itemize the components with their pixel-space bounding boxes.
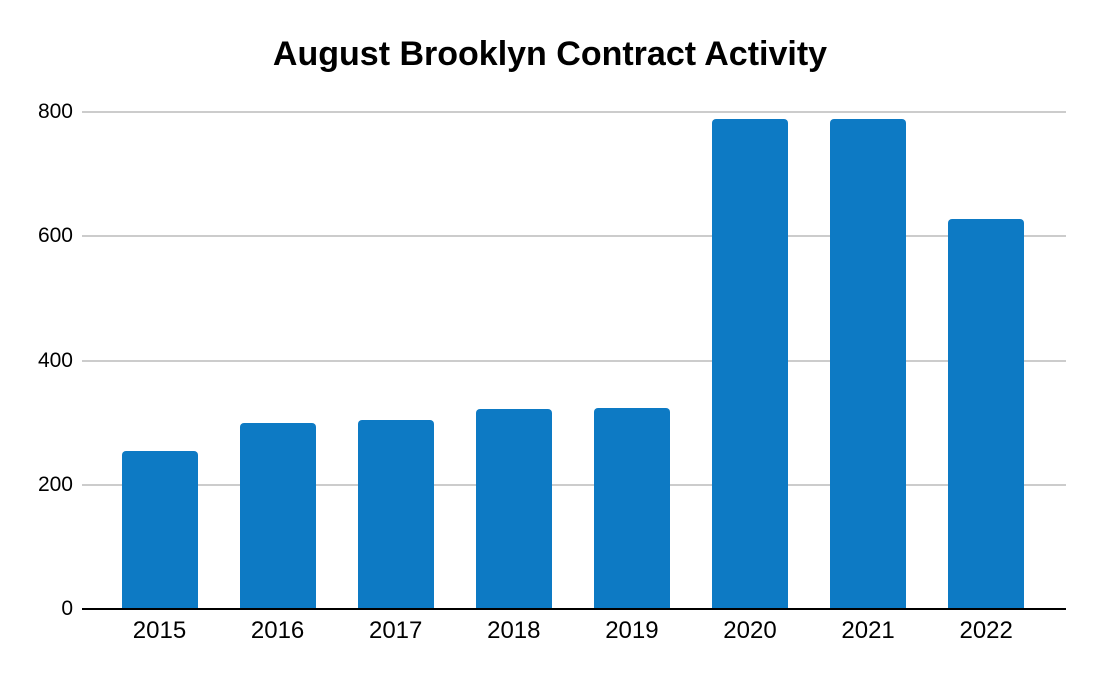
bar-2019 [593,408,670,609]
bar-2022 [948,219,1025,609]
x-axis-line [82,608,1066,610]
x-axis-label: 2016 [250,617,305,644]
plot-area [82,111,1066,610]
y-axis-tick-label: 800 [37,100,73,123]
y-axis-tick-label: 0 [61,597,73,620]
bar-2017 [357,419,434,609]
y-axis-tick-label: 600 [37,224,73,248]
gridline [82,359,1066,362]
gridline [82,111,1066,113]
bar-2020 [712,119,788,609]
bar-2018 [475,408,552,609]
x-axis-label: 2017 [368,617,423,644]
bar-2015 [121,450,198,609]
x-axis-label: 2018 [487,617,541,644]
gridline [82,235,1066,238]
bar-2021 [830,119,907,609]
y-axis-tick-label: 200 [37,472,73,496]
chart-title: August Brooklyn Contract Activity [272,35,828,73]
x-axis-label: 2021 [841,617,895,644]
x-axis-label: 2022 [959,617,1013,644]
x-axis-label: 2015 [132,617,187,644]
x-axis-label: 2020 [723,617,777,644]
gridline [82,483,1066,486]
bar-2016 [239,423,316,609]
y-axis-tick-label: 400 [37,348,73,372]
x-axis-label: 2019 [605,617,659,644]
